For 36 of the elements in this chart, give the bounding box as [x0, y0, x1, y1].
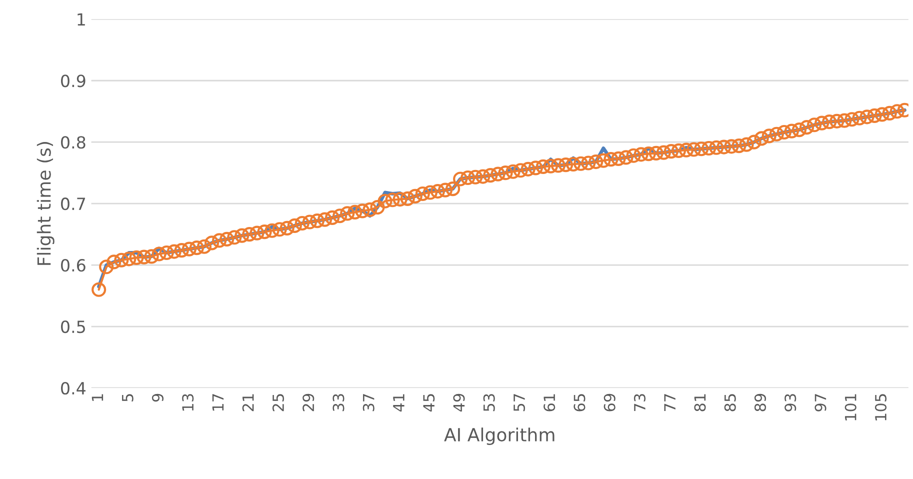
- x-tick-label: 73: [634, 394, 646, 412]
- x-tick-label: 13: [182, 394, 194, 411]
- y-tick-label: 0.5: [61, 320, 85, 334]
- y-tick-label: 0.4: [61, 382, 86, 395]
- x-tick-label: 17: [212, 394, 224, 411]
- y-tick-label: 0.9: [61, 74, 86, 88]
- x-tick-label: 81: [694, 394, 706, 412]
- x-tick-label: 77: [664, 394, 676, 412]
- x-tick-label: 1: [92, 394, 104, 401]
- x-tick-label: 29: [302, 394, 314, 412]
- y-tick-label: 1: [78, 13, 85, 26]
- x-tick-label: 93: [784, 394, 796, 412]
- x-tick-label: 5: [122, 394, 134, 402]
- x-tick-label: 33: [332, 394, 344, 412]
- x-tick-label: 45: [423, 394, 435, 412]
- x-tick-label: 57: [514, 394, 526, 412]
- x-tick-label: 65: [574, 394, 586, 412]
- x-tick-label: 53: [483, 394, 495, 412]
- x-tick-label: 85: [724, 394, 736, 412]
- y-tick-label: 0.8: [61, 136, 86, 149]
- x-tick-label: 61: [544, 394, 556, 412]
- x-tick-label: 9: [152, 394, 164, 402]
- x-tick-label: 105: [874, 394, 887, 420]
- x-tick-label: 101: [844, 394, 856, 420]
- x-tick-label: 49: [453, 394, 465, 412]
- x-tick-label: 41: [393, 394, 404, 412]
- y-tick-label: 0.7: [61, 198, 86, 210]
- x-tick-label: 89: [754, 394, 766, 412]
- x-tick-label: 97: [814, 394, 826, 412]
- x-axis-title: AI Algorithm: [444, 428, 554, 446]
- x-tick-label: 25: [272, 394, 284, 412]
- y-axis-title: Flight time (s): [36, 142, 54, 265]
- x-tick-label: 69: [604, 394, 616, 412]
- x-tick-label: 21: [242, 394, 254, 412]
- x-tick-label: 37: [362, 394, 374, 412]
- y-tick-label: 0.6: [61, 259, 86, 272]
